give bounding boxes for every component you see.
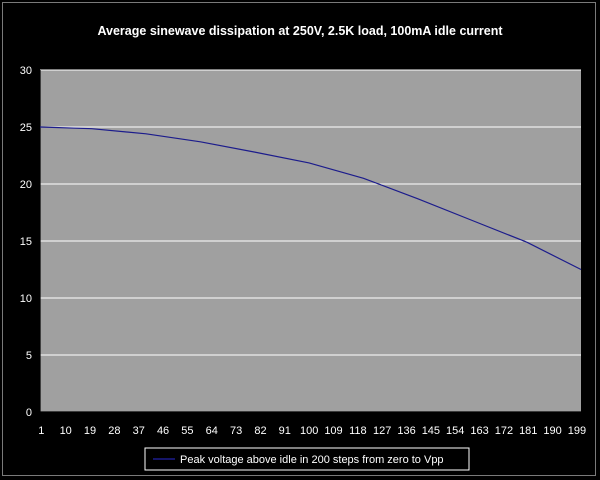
series-group (39, 126, 582, 271)
y-tick-label: 20 (20, 179, 32, 191)
x-tick-label: 37 (133, 425, 145, 437)
x-tick-label: 136 (397, 425, 415, 437)
y-tick-label: 25 (20, 122, 32, 134)
x-tick-label: 55 (181, 425, 193, 437)
x-tick-label: 1 (38, 425, 44, 437)
x-tick-label: 100 (300, 425, 318, 437)
series-line-0 (39, 126, 582, 271)
y-tick-label: 30 (20, 65, 32, 77)
y-tick-label: 5 (26, 350, 32, 362)
x-tick-label: 190 (543, 425, 561, 437)
legend-label: Peak voltage above idle in 200 steps fro… (180, 454, 444, 466)
x-tick-label: 19 (84, 425, 96, 437)
x-tick-label: 109 (324, 425, 342, 437)
x-tick-label: 145 (422, 425, 440, 437)
x-axis-ticks: 1 10 19 28 37 46 55 64 73 82 91 100 109 118 127 136 145 1… (38, 412, 586, 437)
chart-title: Average sinewave dissipation at 250V, 2.… (97, 24, 503, 38)
x-tick-label: 28 (108, 425, 120, 437)
y-tick-label: 15 (20, 236, 32, 248)
chart-frame (2, 2, 596, 476)
x-tick-label: 64 (206, 425, 218, 437)
x-tick-label: 73 (230, 425, 242, 437)
y-tick-label: 10 (20, 293, 32, 305)
x-tick-label: 154 (446, 425, 464, 437)
x-tick-label: 163 (470, 425, 488, 437)
x-tick-label: 172 (495, 425, 513, 437)
x-tick-label: 199 (568, 425, 586, 437)
x-tick-label: 91 (279, 425, 291, 437)
legend: Peak voltage above idle in 200 steps fro… (144, 447, 470, 471)
x-tick-label: 118 (349, 425, 367, 437)
x-tick-label: 82 (254, 425, 266, 437)
y-tick-label: 0 (26, 407, 32, 419)
y-axis-ticks: 0 5 10 15 20 25 30 (20, 65, 40, 419)
gridlines (40, 69, 581, 356)
x-tick-label: 181 (519, 425, 537, 437)
x-tick-label: 10 (60, 425, 72, 437)
x-tick-label: 127 (373, 425, 391, 437)
x-tick-label: 46 (157, 425, 169, 437)
legend-box (144, 447, 470, 471)
